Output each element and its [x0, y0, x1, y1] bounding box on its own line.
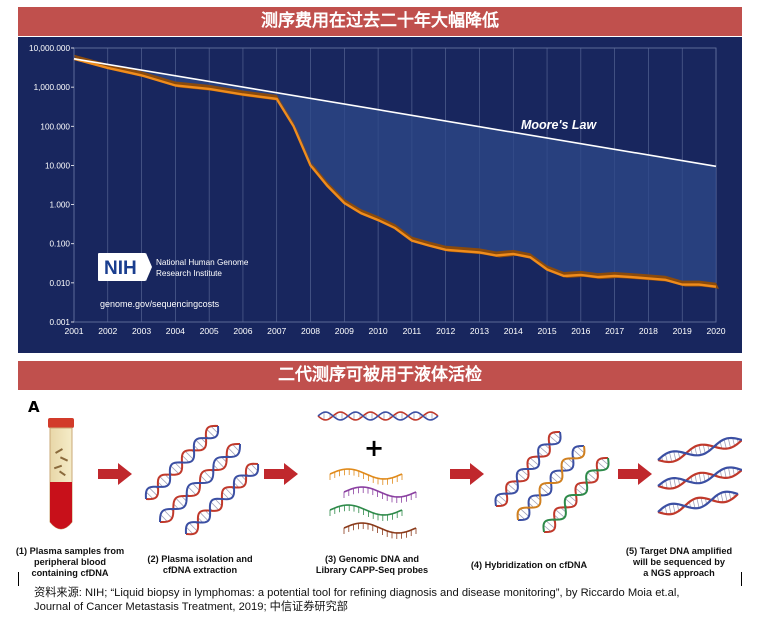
y-tick-label: 0.100 [50, 240, 71, 249]
x-tick-label: 2012 [436, 326, 455, 336]
chart-banner: 测序费用在过去二十年大幅降低 [18, 7, 742, 36]
dna-helix-icon [144, 424, 220, 501]
step-4-label: (4) Hybridization on cfDNA [470, 560, 588, 570]
institute-name-line2: Research Institute [156, 269, 222, 278]
step-2-label: (2) Plasma isolation and cfDNA extraction [147, 554, 253, 575]
y-axis-ticks: 10,000.000 1,000.000 100.000 10.000 1.000 0.1… [29, 44, 74, 327]
y-tick-label: 0.001 [50, 318, 71, 327]
step-1-label: (1) Plasma samples from peripheral blood c… [15, 546, 125, 578]
hybridized-dna-icon [516, 444, 586, 522]
x-tick-label: 2001 [64, 326, 83, 336]
left-border-tick [18, 572, 19, 586]
x-tick-label: 2018 [639, 326, 658, 336]
source-url: genome.gov/sequencingcosts [100, 299, 220, 309]
amplified-dna-icon [657, 436, 742, 464]
hybridized-dna-icon [542, 457, 610, 533]
cost-line [73, 57, 717, 288]
x-tick-label: 2019 [673, 326, 692, 336]
x-tick-label: 2015 [537, 326, 556, 336]
x-tick-label: 2005 [200, 326, 219, 336]
y-tick-label: 10.000 [45, 161, 70, 170]
genomic-dna-icon [317, 411, 439, 421]
x-tick-label: 2020 [706, 326, 725, 336]
capture-probe-icon [329, 504, 403, 521]
x-tick-label: 2017 [605, 326, 624, 336]
x-axis-ticks: 2001 2002 2003 2004 2005 2006 2007 2008 2009 2010… [64, 326, 725, 336]
y-tick-label: 10,000.000 [29, 44, 70, 53]
nih-logo: NIH [98, 253, 152, 281]
blood-tube-icon [48, 418, 74, 530]
panel-letter: A [28, 398, 40, 416]
pipeline-banner: 二代测序可被用于液体活检 [18, 361, 742, 390]
source-line-2: Journal of Cancer Metastasis Treatment, … [34, 601, 348, 613]
y-tick-label: 100.000 [40, 122, 70, 131]
capture-probe-icon [329, 468, 403, 485]
amplified-dna-icon [657, 466, 742, 490]
amplified-dna-icon [657, 490, 739, 516]
y-tick-label: 0.010 [50, 279, 71, 288]
dna-helix-icon [159, 442, 241, 524]
step-5-label: (5) Target DNA amplified will be sequence… [625, 546, 733, 578]
flow-graphics [98, 411, 742, 539]
right-arrow-icon [264, 463, 298, 485]
x-tick-label: 2014 [504, 326, 523, 336]
svg-text:NIH: NIH [104, 258, 137, 279]
dna-helix-icon [184, 462, 260, 536]
hybridized-dna-icon [494, 431, 562, 507]
x-tick-label: 2006 [233, 326, 252, 336]
right-arrow-icon [450, 463, 484, 485]
moores-law-line [73, 58, 717, 168]
x-tick-label: 2016 [571, 326, 590, 336]
step-3-label: (3) Genomic DNA and Library CAPP-Seq prob… [315, 554, 429, 575]
right-arrow-icon [98, 463, 132, 485]
moores-law-label: Moore's Law [521, 118, 597, 132]
x-tick-label: 2009 [335, 326, 354, 336]
x-tick-label: 2011 [403, 326, 422, 336]
source-line-1: 资料来源: NIH; “Liquid biopsy in lymphomas: … [34, 587, 680, 599]
x-tick-label: 2013 [470, 326, 489, 336]
plus-icon: + [364, 434, 384, 462]
institute-name-line1: National Human Genome [156, 258, 249, 267]
y-tick-label: 1.000 [50, 201, 71, 210]
right-arrow-icon [618, 463, 652, 485]
x-tick-label: 2007 [267, 326, 286, 336]
x-tick-label: 2008 [301, 326, 320, 336]
capture-probe-icon [343, 522, 417, 539]
right-border-tick [741, 572, 742, 586]
x-tick-label: 2002 [98, 326, 117, 336]
capture-probe-icon [343, 486, 417, 503]
liquid-biopsy-pipeline: + [48, 411, 742, 539]
x-tick-label: 2004 [166, 326, 185, 336]
x-tick-label: 2003 [132, 326, 151, 336]
y-tick-label: 1,000.000 [34, 83, 71, 92]
sequencing-cost-chart: 10,000.000 1,000.000 100.000 10.000 1.000 0.1… [18, 37, 742, 353]
source-note: 资料来源: NIH; “Liquid biopsy in lymphomas: … [34, 586, 749, 614]
x-tick-label: 2010 [369, 326, 388, 336]
gap-area [74, 58, 716, 287]
